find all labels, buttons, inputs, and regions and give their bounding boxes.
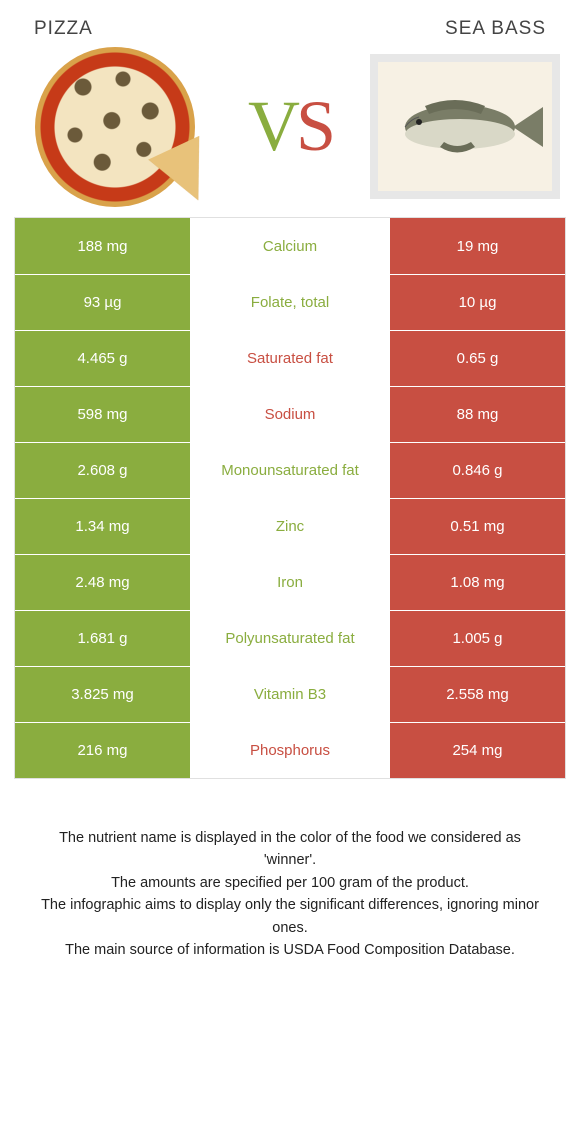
nutrient-name: Calcium bbox=[190, 218, 390, 274]
footer-notes: The nutrient name is displayed in the co… bbox=[14, 779, 566, 962]
value-right: 1.08 mg bbox=[390, 554, 565, 610]
table-row: 188 mgCalcium19 mg bbox=[15, 218, 565, 274]
fish-icon bbox=[385, 92, 545, 162]
value-left: 3.825 mg bbox=[15, 666, 190, 722]
vs-label: VS bbox=[248, 85, 332, 168]
vs-s: S bbox=[296, 86, 332, 166]
value-left: 598 mg bbox=[15, 386, 190, 442]
value-left: 4.465 g bbox=[15, 330, 190, 386]
value-right: 10 µg bbox=[390, 274, 565, 330]
footer-line: The main source of information is USDA F… bbox=[34, 939, 546, 961]
title-row: PIZZA SEA BASS bbox=[14, 18, 566, 48]
nutrient-table: 188 mgCalcium19 mg93 µgFolate, total10 µ… bbox=[14, 217, 566, 779]
nutrient-name: Zinc bbox=[190, 498, 390, 554]
seabass-image bbox=[370, 54, 560, 199]
value-right: 1.005 g bbox=[390, 610, 565, 666]
nutrient-name: Folate, total bbox=[190, 274, 390, 330]
footer-line: The amounts are specified per 100 gram o… bbox=[34, 872, 546, 894]
value-left: 2.48 mg bbox=[15, 554, 190, 610]
table-row: 216 mgPhosphorus254 mg bbox=[15, 722, 565, 778]
title-right: SEA BASS bbox=[445, 18, 546, 40]
nutrient-name: Vitamin B3 bbox=[190, 666, 390, 722]
value-right: 0.65 g bbox=[390, 330, 565, 386]
nutrient-name: Monounsaturated fat bbox=[190, 442, 390, 498]
nutrient-name: Saturated fat bbox=[190, 330, 390, 386]
hero-row: VS bbox=[14, 48, 566, 217]
table-row: 4.465 gSaturated fat0.65 g bbox=[15, 330, 565, 386]
value-left: 1.681 g bbox=[15, 610, 190, 666]
value-left: 188 mg bbox=[15, 218, 190, 274]
nutrient-name: Phosphorus bbox=[190, 722, 390, 778]
table-row: 2.608 gMonounsaturated fat0.846 g bbox=[15, 442, 565, 498]
table-row: 598 mgSodium88 mg bbox=[15, 386, 565, 442]
nutrient-name: Iron bbox=[190, 554, 390, 610]
table-row: 2.48 mgIron1.08 mg bbox=[15, 554, 565, 610]
value-right: 254 mg bbox=[390, 722, 565, 778]
vs-v: V bbox=[248, 86, 296, 166]
footer-line: The infographic aims to display only the… bbox=[34, 894, 546, 939]
footer-line: The nutrient name is displayed in the co… bbox=[34, 827, 546, 872]
value-left: 2.608 g bbox=[15, 442, 190, 498]
value-left: 216 mg bbox=[15, 722, 190, 778]
value-right: 2.558 mg bbox=[390, 666, 565, 722]
value-right: 88 mg bbox=[390, 386, 565, 442]
value-left: 93 µg bbox=[15, 274, 190, 330]
table-row: 1.681 gPolyunsaturated fat1.005 g bbox=[15, 610, 565, 666]
table-row: 3.825 mgVitamin B32.558 mg bbox=[15, 666, 565, 722]
value-right: 19 mg bbox=[390, 218, 565, 274]
infographic-root: PIZZA SEA BASS VS 188 mg bbox=[0, 0, 580, 980]
nutrient-name: Polyunsaturated fat bbox=[190, 610, 390, 666]
value-right: 0.51 mg bbox=[390, 498, 565, 554]
title-left: PIZZA bbox=[34, 18, 93, 40]
nutrient-name: Sodium bbox=[190, 386, 390, 442]
table-row: 1.34 mgZinc0.51 mg bbox=[15, 498, 565, 554]
value-left: 1.34 mg bbox=[15, 498, 190, 554]
value-right: 0.846 g bbox=[390, 442, 565, 498]
table-row: 93 µgFolate, total10 µg bbox=[15, 274, 565, 330]
pizza-image bbox=[20, 54, 210, 199]
fish-frame bbox=[370, 54, 560, 199]
